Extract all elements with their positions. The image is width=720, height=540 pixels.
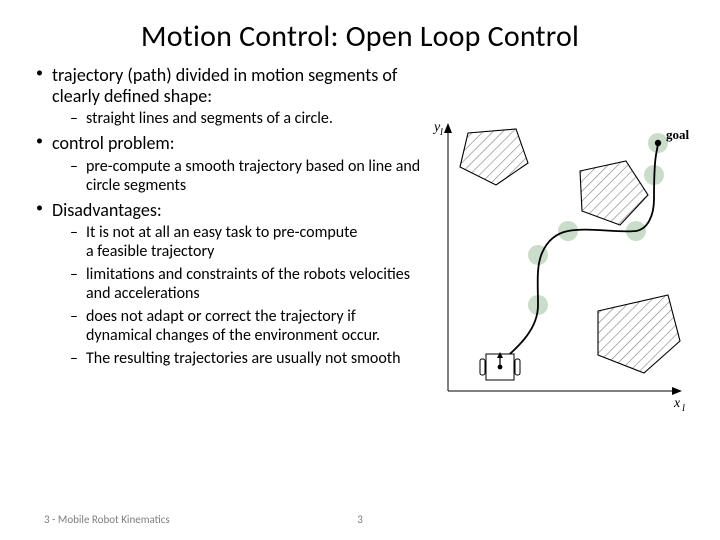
sub-bullet-item: does not adapt or correct the trajectory…: [70, 308, 422, 346]
bullet-item: trajectory (path) divided in motion segm…: [34, 65, 422, 129]
content-row: trajectory (path) divided in motion segm…: [30, 65, 690, 415]
figure-column: yIxIgoal: [430, 65, 690, 415]
bullet-item: Disadvantages: It is not at all an easy t…: [34, 200, 422, 369]
slide-footer: 3 - Mobile Robot Kinematics 3: [44, 513, 676, 526]
svg-text:I: I: [439, 127, 444, 137]
sub-bullet-item: limitations and constraints of the robot…: [70, 266, 422, 304]
trajectory-figure: yIxIgoal: [430, 115, 690, 415]
sub-bullet-item: The resulting trajectories are usually n…: [70, 350, 422, 369]
bullet-list: trajectory (path) divided in motion segm…: [30, 65, 422, 369]
sub-bullet-list: It is not at all an easy task to pre-com…: [52, 224, 422, 368]
bullet-text: Disadvantages:: [52, 199, 162, 221]
sub-bullet-item: It is not at all an easy task to pre-com…: [70, 224, 422, 262]
bullet-text: trajectory (path) divided in motion segm…: [52, 64, 397, 107]
svg-text:goal: goal: [666, 127, 690, 142]
sub-bullet-list: straight lines and segments of a circle.: [52, 110, 422, 129]
svg-text:I: I: [681, 403, 686, 413]
text-column: trajectory (path) divided in motion segm…: [30, 65, 430, 373]
footer-page-number: 3: [357, 513, 363, 526]
slide-title: Motion Control: Open Loop Control: [30, 18, 690, 55]
sub-bullet-item: straight lines and segments of a circle.: [70, 110, 422, 129]
svg-text:x: x: [673, 396, 681, 411]
sub-bullet-item: pre-compute a smooth trajectory based on…: [70, 158, 422, 196]
footer-left: 3 - Mobile Robot Kinematics: [44, 513, 170, 526]
bullet-item: control problem: pre-compute a smooth tra…: [34, 133, 422, 195]
sub-bullet-list: pre-compute a smooth trajectory based on…: [52, 158, 422, 196]
bullet-text: control problem:: [52, 132, 175, 154]
